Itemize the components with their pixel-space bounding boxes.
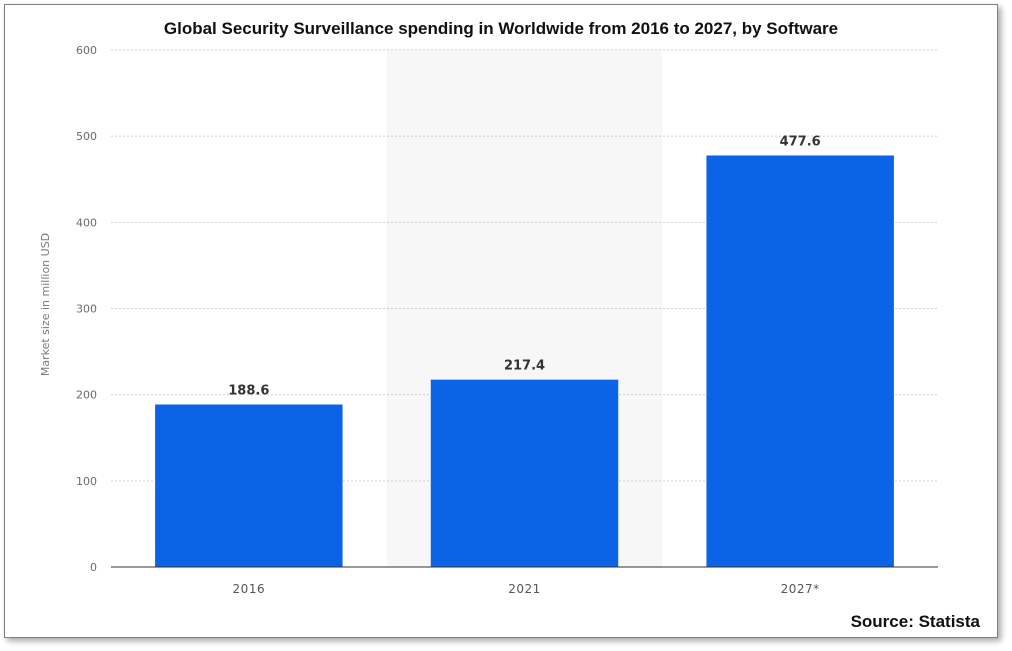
y-tick-label: 300 bbox=[76, 303, 97, 316]
y-tick-label: 400 bbox=[76, 216, 97, 229]
y-tick-label: 0 bbox=[90, 561, 97, 574]
chart-frame: 0 100 200 300 400 500 600 188.6 2016 217.4 2021 477… bbox=[4, 4, 998, 638]
chart-title: Global Security Surveillance spending in… bbox=[164, 19, 838, 38]
bar-2027 bbox=[706, 155, 894, 567]
y-tick-label: 200 bbox=[76, 389, 97, 402]
data-label: 188.6 bbox=[228, 383, 269, 398]
data-label: 477.6 bbox=[780, 134, 821, 149]
y-tick-label: 500 bbox=[76, 130, 97, 143]
bar-2021 bbox=[430, 379, 619, 567]
x-tick-label: 2016 bbox=[233, 582, 266, 596]
bar-chart: 0 100 200 300 400 500 600 188.6 2016 217.4 2021 477… bbox=[39, 19, 981, 631]
source-note: Source: Statista bbox=[851, 612, 981, 631]
y-axis-label: Market size in million USD bbox=[39, 233, 52, 376]
x-tick-label: 2021 bbox=[508, 582, 541, 596]
data-label: 217.4 bbox=[504, 359, 545, 374]
y-tick-label: 600 bbox=[76, 44, 97, 57]
bar-2016 bbox=[155, 404, 343, 567]
x-tick-label: 2027* bbox=[781, 582, 820, 596]
y-tick-label: 100 bbox=[76, 475, 97, 488]
